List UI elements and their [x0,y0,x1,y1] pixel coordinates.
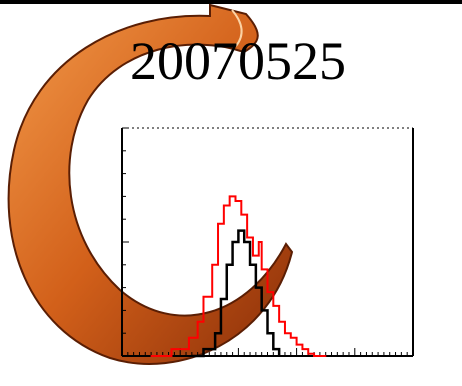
chart-title: 20070525 [130,31,346,91]
data-point [272,305,275,307]
data-point [289,336,292,339]
data-point [278,355,280,357]
data-point [202,295,205,298]
data-point [307,352,310,355]
data-point [266,332,269,335]
data-point [257,241,260,243]
series-layer [150,195,327,358]
top-border [0,0,462,4]
data-point [228,195,231,198]
data-point [223,204,225,207]
data-point [246,236,248,239]
data-point [225,264,228,266]
data-point [217,222,219,225]
data-point [324,355,327,357]
data-point [260,268,263,271]
data-point [202,348,205,350]
data-point [278,321,280,323]
data-point [234,200,237,202]
data-point [179,348,181,350]
data-point [150,355,152,357]
data-point [211,264,214,266]
data-point [295,343,298,346]
data-point [243,241,246,243]
data-point [284,332,286,335]
data-point [170,348,173,350]
data-point [220,298,222,300]
data-point [319,355,321,357]
data-point [237,229,240,232]
data-point [255,286,257,289]
data-point [196,321,199,323]
data-point [231,241,234,243]
data-point [214,332,216,335]
data-point [313,355,315,357]
data-point [249,264,251,266]
data-point [260,309,263,312]
data-point [191,355,193,357]
axis-ticks [121,127,414,357]
data-point [266,291,269,293]
data-point [161,355,164,357]
series-line-2 [191,229,281,358]
data-point [252,254,254,257]
data-point [240,213,243,216]
data-point [272,348,275,350]
series-line-1 [151,195,326,357]
data-point [301,348,304,350]
data-point [188,336,190,339]
